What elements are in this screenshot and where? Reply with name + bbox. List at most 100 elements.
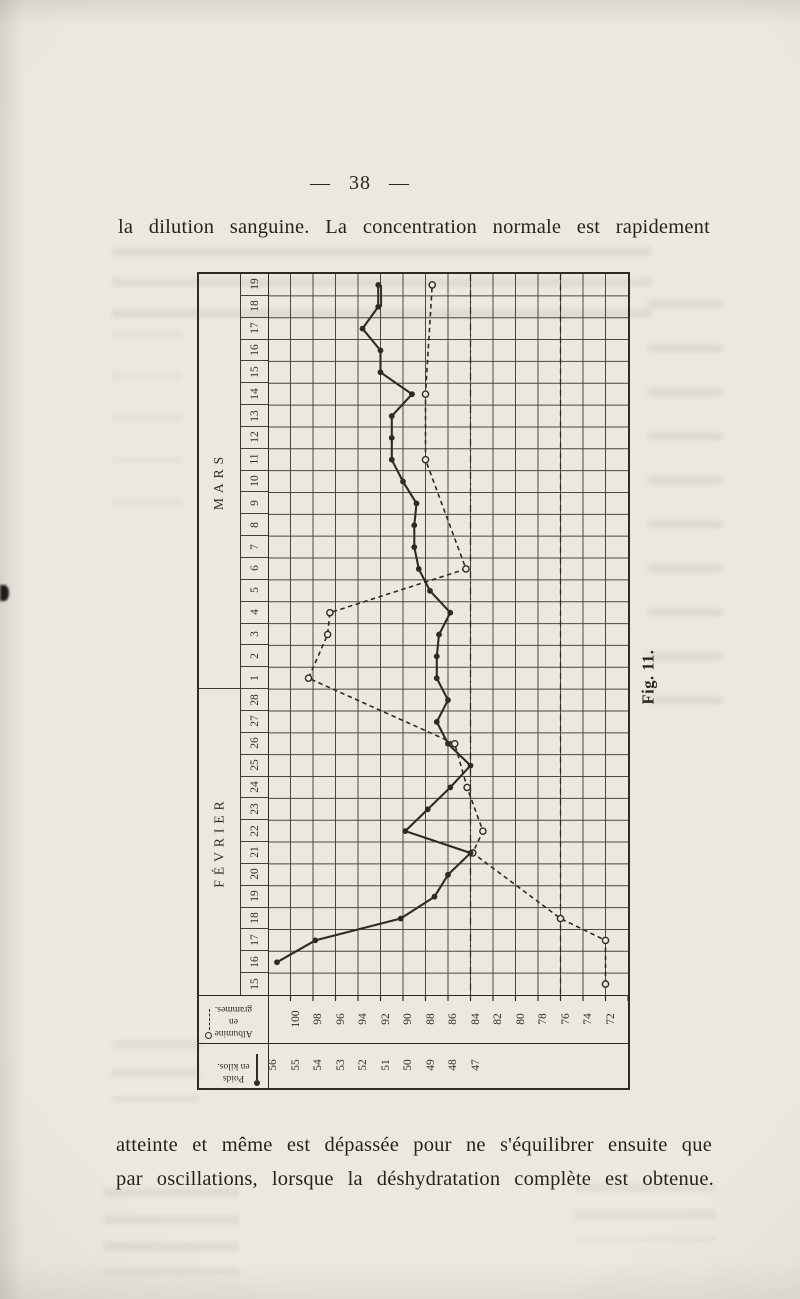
date-cell: 4 xyxy=(241,602,269,624)
axis-tick-value: 50 xyxy=(402,1059,414,1071)
albumine-point-marker xyxy=(601,936,610,945)
date-label: 19 xyxy=(249,890,261,902)
poids-point-marker xyxy=(377,369,384,376)
date-label: 14 xyxy=(249,387,261,400)
date-label: 2 xyxy=(249,652,261,659)
axis-tick-value: 52 xyxy=(357,1059,369,1071)
axis-tick-value: 78 xyxy=(537,1013,549,1025)
axis-separator-line xyxy=(199,1043,628,1044)
axis-tick-value: 82 xyxy=(492,1013,504,1025)
date-label: 18 xyxy=(249,300,261,313)
month-label-mars: MARS xyxy=(199,274,240,690)
date-cell: 16 xyxy=(241,951,269,974)
axis-tick-value: 51 xyxy=(379,1059,392,1071)
axis-tick-value: 49 xyxy=(424,1059,437,1071)
date-cell: 6 xyxy=(241,558,269,580)
poids-point-marker xyxy=(445,740,451,747)
poids-point-marker xyxy=(467,762,474,769)
albumine-point-marker xyxy=(556,914,565,923)
poids-point-marker xyxy=(424,806,431,813)
date-cell: 13 xyxy=(241,405,269,427)
date-cell: 21 xyxy=(241,842,269,864)
albumine-dashed-circle-icon xyxy=(206,1009,213,1039)
axis-tick-value: 80 xyxy=(514,1013,527,1025)
date-label: 16 xyxy=(249,955,261,968)
axis-title-albumine: Albumine en grammes. xyxy=(199,995,268,1043)
axis-tick-value: 92 xyxy=(379,1013,392,1025)
poids-point-marker xyxy=(274,959,280,966)
date-label: 10 xyxy=(249,475,261,487)
poids-point-marker xyxy=(427,587,433,594)
date-label: 12 xyxy=(249,431,261,444)
poids-point-marker xyxy=(377,347,384,354)
axis-title-poids: Poids en kilos. xyxy=(199,1043,268,1088)
axis-tick-value: 47 xyxy=(469,1059,482,1071)
poids-point-marker xyxy=(433,653,440,660)
date-label: 26 xyxy=(249,737,261,749)
poids-point-marker xyxy=(411,522,418,529)
figure-caption: Fig. 11. xyxy=(638,649,658,705)
poids-point-marker xyxy=(436,631,442,638)
poids-solid-dot-icon xyxy=(252,1052,260,1086)
poids-point-marker xyxy=(467,850,474,856)
date-column: 19 18 17 16 15 14 13 12 11 10 9 8 7 6 5 4 3 2 1 28 27 26 25 24 2… xyxy=(240,274,269,995)
page-number: — 38 — xyxy=(310,172,410,194)
poids-point-marker xyxy=(445,697,451,703)
poids-point-marker xyxy=(359,325,366,332)
date-label: 13 xyxy=(249,409,261,422)
poids-point-marker xyxy=(447,609,454,616)
poids-point-marker xyxy=(312,937,319,944)
date-cell: 18 xyxy=(241,296,269,318)
poids-point-marker xyxy=(433,675,440,682)
figure-chart: MARS FÉVRIER 19 18 17 16 15 14 13 12 11 10 9 8 7 6 5 4 3 2… xyxy=(197,272,630,1090)
date-cell: 9 xyxy=(241,492,269,515)
date-label: 19 xyxy=(249,278,261,291)
date-label: 15 xyxy=(249,366,261,378)
date-cell: 28 xyxy=(241,689,269,711)
scan-ink-blot xyxy=(0,585,9,601)
albumine-point-marker xyxy=(462,565,470,573)
poids-point-marker xyxy=(397,915,404,922)
albumine-point-marker xyxy=(304,674,313,682)
date-cell: 11 xyxy=(241,449,269,471)
date-cell: 1 xyxy=(241,667,269,690)
date-cell: 8 xyxy=(241,514,269,537)
date-label: 22 xyxy=(249,824,261,837)
date-cell: 19 xyxy=(241,274,269,296)
date-cell: 3 xyxy=(241,624,269,646)
date-label: 27 xyxy=(249,715,261,728)
date-cell: 18 xyxy=(241,908,269,930)
date-cell: 15 xyxy=(241,973,269,995)
date-label: 8 xyxy=(249,521,261,528)
albumine-point-marker xyxy=(421,455,430,464)
poids-point-marker xyxy=(413,500,420,507)
bleedthrough-smudge xyxy=(112,330,182,540)
date-cell: 7 xyxy=(241,536,269,559)
date-cell: 23 xyxy=(241,798,269,821)
poids-point-marker xyxy=(388,413,395,419)
albumine-point-marker xyxy=(601,980,610,988)
poids-point-marker xyxy=(375,303,382,310)
date-cell: 15 xyxy=(241,361,269,384)
date-label: 17 xyxy=(249,934,261,946)
date-label: 11 xyxy=(248,453,261,465)
bleedthrough-smudge xyxy=(575,1183,715,1241)
date-label: 3 xyxy=(249,631,261,637)
poids-point-marker xyxy=(400,478,406,485)
date-label: 23 xyxy=(249,803,261,815)
axis-tick-value: 74 xyxy=(582,1013,594,1025)
date-label: 9 xyxy=(249,500,261,506)
date-cell: 26 xyxy=(241,733,269,755)
date-label: 16 xyxy=(249,344,261,356)
grid-left-border xyxy=(268,274,269,1088)
date-label: 7 xyxy=(249,543,261,550)
axis-tick-value: 54 xyxy=(312,1059,324,1071)
axis-tick-value: 86 xyxy=(447,1013,459,1025)
axis-separator-line xyxy=(199,995,628,996)
date-cell: 20 xyxy=(241,864,269,886)
axis-tick-value: 55 xyxy=(289,1059,302,1071)
date-label: 24 xyxy=(249,781,261,793)
date-cell: 25 xyxy=(241,755,269,777)
date-label: 28 xyxy=(249,693,261,706)
date-label: 21 xyxy=(249,846,261,859)
